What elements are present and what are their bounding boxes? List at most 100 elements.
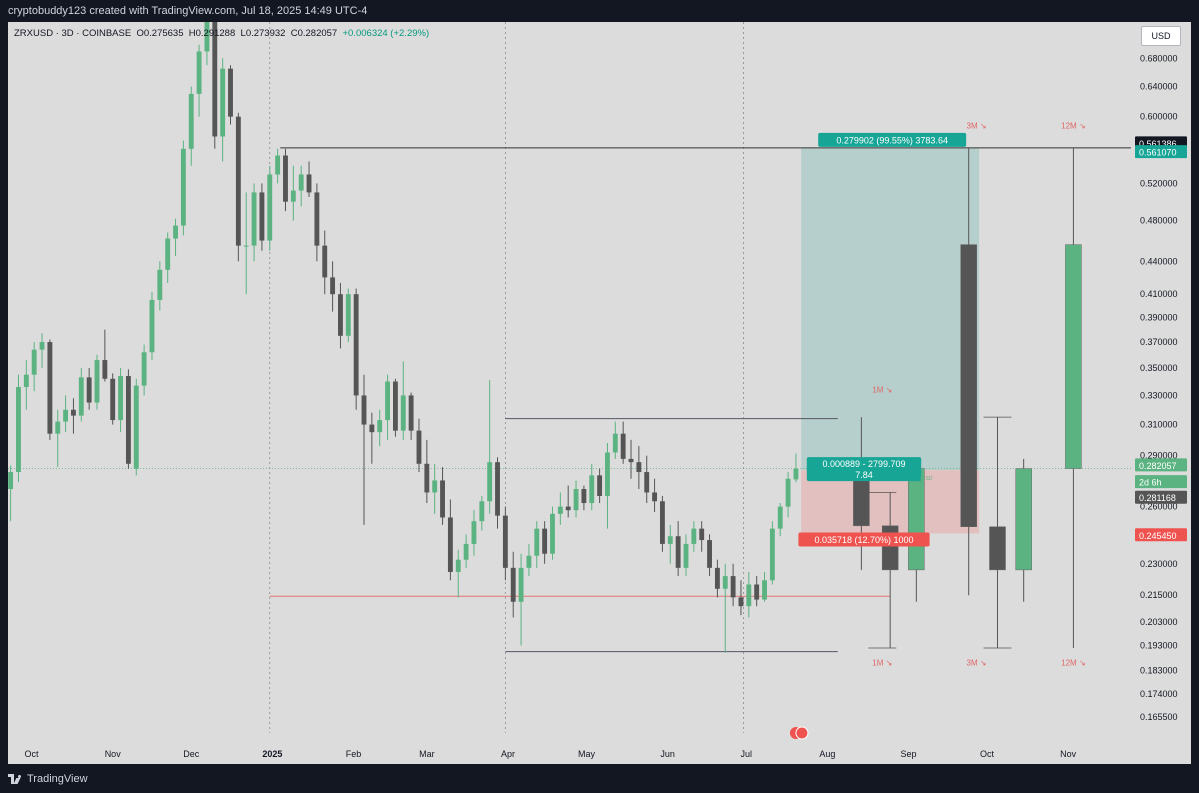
candle-body (479, 501, 485, 522)
price-tick-label: 0.174000 (1140, 689, 1178, 699)
target-label: 0.279902 (99.55%) 3783.64 (836, 135, 948, 145)
candle-body (55, 421, 61, 434)
candle-body (699, 528, 705, 541)
time-tick-label: Jun (660, 749, 675, 759)
candle-body (518, 567, 524, 602)
candle-body (597, 475, 603, 496)
price-tick-label: 0.520000 (1140, 178, 1178, 188)
candle-body (23, 374, 29, 388)
candle-body (581, 488, 587, 504)
candle-body (432, 480, 438, 493)
candle-body (738, 597, 744, 607)
candle-body (133, 385, 139, 469)
attribution-bar: cryptobuddy123 created with TradingView.… (0, 0, 1199, 22)
candle-body (714, 567, 720, 589)
candle-body (47, 342, 53, 434)
candle-body (275, 155, 281, 175)
time-tick-label: Nov (105, 749, 122, 759)
projection-candle-body (1065, 244, 1082, 469)
price-tick-label: 0.640000 (1140, 82, 1178, 92)
candle-body (408, 395, 414, 431)
candle-body (793, 468, 799, 480)
candle-body (125, 376, 131, 464)
currency-button[interactable]: USD (1141, 26, 1181, 46)
price-tick-label: 0.440000 (1140, 256, 1178, 266)
timeframe-label: 1M ↘ (872, 658, 892, 667)
price-tick-label: 0.260000 (1140, 502, 1178, 512)
price-tick-label: 0.230000 (1140, 559, 1178, 569)
price-tag-label: 0.282057 (1139, 461, 1177, 471)
tradingview-logo[interactable]: TradingView (8, 773, 88, 785)
price-tick-label: 0.330000 (1140, 390, 1178, 400)
price-tag-label: 2d 6h (1139, 478, 1162, 488)
candle-body (251, 192, 257, 246)
candle-body (165, 238, 171, 270)
candle-body (314, 192, 320, 246)
ohlc-legend: ZRXUSD · 3D · COINBASE O0.275635 H0.2912… (14, 28, 429, 39)
price-tick-label: 0.310000 (1140, 420, 1178, 430)
candle-body (369, 424, 375, 433)
candle-body (141, 352, 147, 386)
chart-background (8, 22, 1191, 764)
price-tag-label: 0.561070 (1139, 148, 1177, 158)
target-label-bg (818, 132, 967, 147)
price-tag-bg (1135, 490, 1187, 504)
candle-body (447, 517, 453, 572)
candle-body (691, 528, 697, 544)
timeframe-label: 3M ↘ (967, 658, 987, 667)
time-tick-label: Sep (900, 749, 916, 759)
candle-body (8, 472, 14, 489)
candle-body (659, 501, 665, 544)
price-tick-label: 0.290000 (1140, 451, 1178, 461)
time-tick-label: Mar (419, 749, 435, 759)
candle-body (94, 360, 100, 403)
candle-body (565, 506, 571, 511)
candle-body (330, 277, 336, 295)
price-tag-label: 0.281168 (1139, 493, 1176, 503)
entry-label: 0.000889 - 2799.709 (822, 459, 905, 469)
candle-body (683, 543, 689, 568)
candle-body (636, 462, 642, 473)
candle-body (746, 584, 752, 607)
candle-body (463, 543, 469, 560)
candle-body (392, 381, 398, 431)
candle-body (283, 155, 288, 202)
candle-body (228, 68, 233, 117)
time-tick-label: Feb (346, 749, 362, 759)
chart-frame[interactable]: 1M ↘ 3M ↘ 12M ↘ 1M ↘ 3M ↘ 12M ↘ 0.279902 (99.5… (8, 22, 1191, 764)
price-tick-label: 0.350000 (1140, 363, 1178, 373)
time-axis-bg (8, 733, 1191, 764)
timeframe-label: 12M ↘ (1061, 658, 1086, 667)
candle-body (235, 116, 241, 246)
candle-body (385, 381, 391, 421)
candle-body (157, 269, 163, 300)
timeframe-label: 12M ↘ (1061, 121, 1086, 130)
time-tick-label: May (578, 749, 596, 759)
price-tick-label: 0.370000 (1140, 337, 1178, 347)
candle-body (63, 409, 69, 422)
candle-body (290, 190, 296, 202)
footer-bar: TradingView (0, 764, 1199, 793)
price-chart[interactable]: 1M ↘ 3M ↘ 12M ↘ 1M ↘ 3M ↘ 12M ↘ 0.279902 (99.5… (8, 22, 1191, 764)
time-tick-label: Nov (1060, 749, 1077, 759)
candle-body (424, 463, 430, 493)
price-tick-label: 0.600000 (1140, 112, 1178, 122)
candle-body (644, 472, 650, 493)
candle-body (400, 395, 406, 431)
time-tick-label: Jul (740, 749, 752, 759)
position-target-zone (801, 147, 980, 471)
candle-body (86, 377, 92, 403)
legend-open: O0.275635 (136, 28, 184, 39)
candle-body (471, 521, 477, 544)
candle-body (110, 378, 116, 421)
stop-label-bg (798, 532, 930, 547)
candle-body (612, 433, 618, 453)
candle-body (149, 299, 155, 353)
candle-body (180, 148, 186, 226)
candle-body (605, 452, 610, 496)
quantity-label: +CSD (919, 476, 933, 482)
candle-body (785, 478, 791, 507)
time-tick-label: Oct (980, 749, 995, 759)
candle-body (534, 528, 540, 556)
price-tick-label: 0.215000 (1140, 590, 1178, 600)
